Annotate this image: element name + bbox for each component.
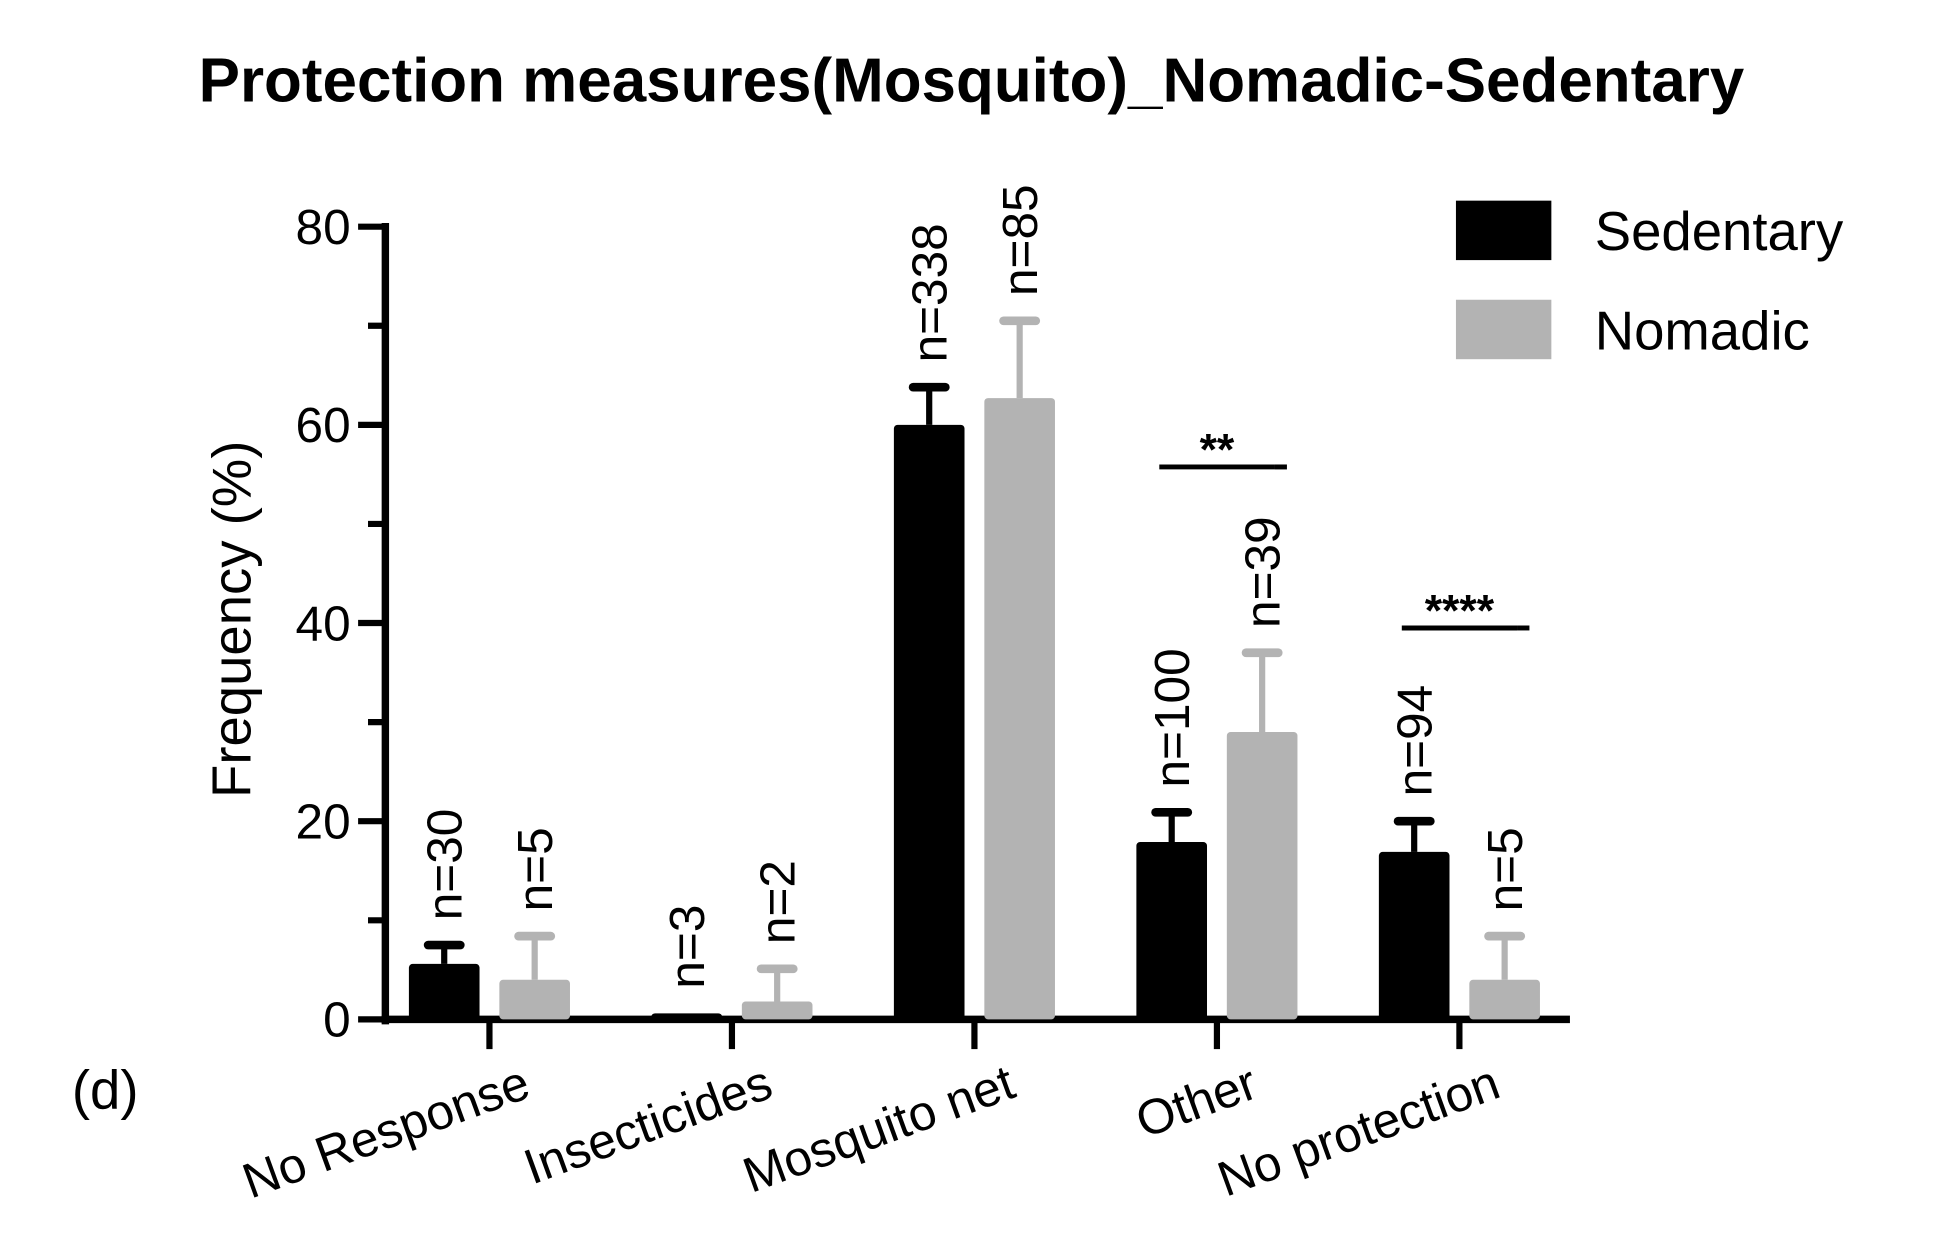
significance-label: ** (1200, 425, 1235, 474)
bar-nomadic (1469, 979, 1540, 1020)
legend-label: Sedentary (1595, 201, 1844, 262)
legend-swatch (1455, 299, 1552, 360)
significance-label: **** (1425, 587, 1495, 636)
legend-label: Nomadic (1595, 300, 1810, 361)
n-label: n=3 (659, 905, 715, 989)
bar-nomadic (741, 1001, 813, 1020)
x-tick-label: No protection (1210, 1054, 1506, 1207)
panel-label: (d) (72, 1060, 139, 1121)
chart-title: Protection measures(Mosquito)_Nomadic-Se… (199, 47, 1745, 116)
bar-sedentary (651, 1013, 723, 1020)
bar-nomadic (1226, 732, 1298, 1020)
bar-sedentary (893, 424, 965, 1020)
y-axis-label: Frequency (%) (201, 441, 262, 798)
legend-swatch (1455, 200, 1552, 261)
n-label: n=94 (1387, 685, 1443, 797)
legend: Sedentary Nomadic (1455, 200, 1844, 361)
bar-sedentary (1136, 842, 1208, 1020)
n-label: n=2 (750, 860, 806, 944)
bar-nomadic (984, 398, 1055, 1020)
n-label: n=30 (417, 809, 473, 921)
n-label: n=5 (1477, 827, 1533, 911)
bar-sedentary (1378, 851, 1450, 1020)
n-label: n=39 (1234, 516, 1290, 628)
bar-nomadic (499, 979, 570, 1020)
y-tick-label: 20 (296, 794, 351, 850)
y-tick-label: 60 (296, 397, 351, 453)
x-tick-label: Other (1128, 1054, 1264, 1149)
n-label: n=85 (992, 184, 1048, 296)
y-tick-label: 80 (296, 199, 351, 255)
n-label: n=100 (1144, 648, 1200, 787)
y-tick-label: 0 (323, 992, 351, 1048)
n-label: n=338 (902, 223, 958, 362)
n-label: n=5 (507, 827, 563, 911)
y-tick-label: 40 (296, 595, 351, 651)
bar-sedentary (408, 963, 480, 1020)
x-tick-label: Insecticides (517, 1054, 779, 1195)
x-tick-label: Mosquito net (736, 1054, 1022, 1204)
x-tick-label: No Response (235, 1054, 536, 1209)
